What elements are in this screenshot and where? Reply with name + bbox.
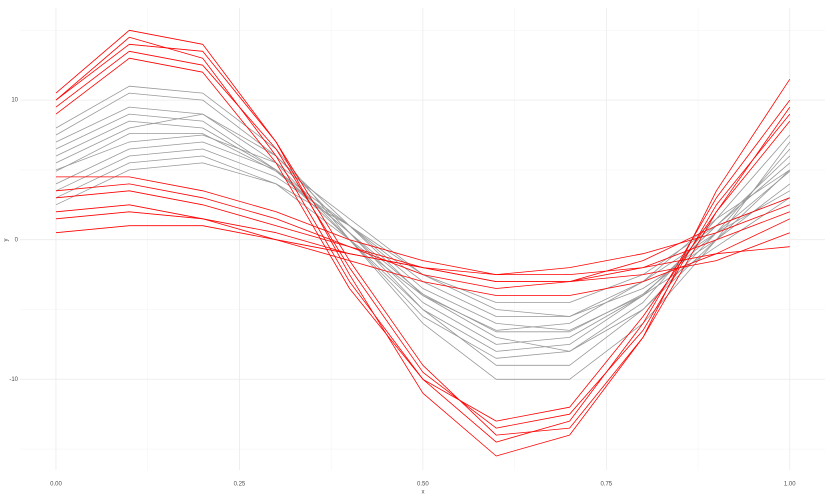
series-line [55,92,791,366]
y-tick-label: -10 [9,377,18,383]
y-tick-label: 0 [15,237,19,243]
series-line [55,57,791,422]
x-tick-label: 0.75 [600,482,612,488]
series-line [55,211,790,282]
series-line [55,43,791,436]
x-tick-label: 0.50 [417,482,429,488]
series-line [55,106,791,359]
series-line [55,141,791,331]
x-tick-label: 0.00 [50,482,62,488]
series-line [55,204,790,296]
y-axis-label: y [4,239,10,242]
series-line [55,133,791,333]
x-axis-label: x [422,490,425,496]
x-tick-label: 1.00 [784,482,796,488]
x-tick-label: 0.25 [234,482,246,488]
series-line [55,155,791,331]
y-tick-label: 10 [11,98,18,104]
series-line [55,183,790,289]
series-line [56,176,790,275]
series-line [55,29,791,457]
